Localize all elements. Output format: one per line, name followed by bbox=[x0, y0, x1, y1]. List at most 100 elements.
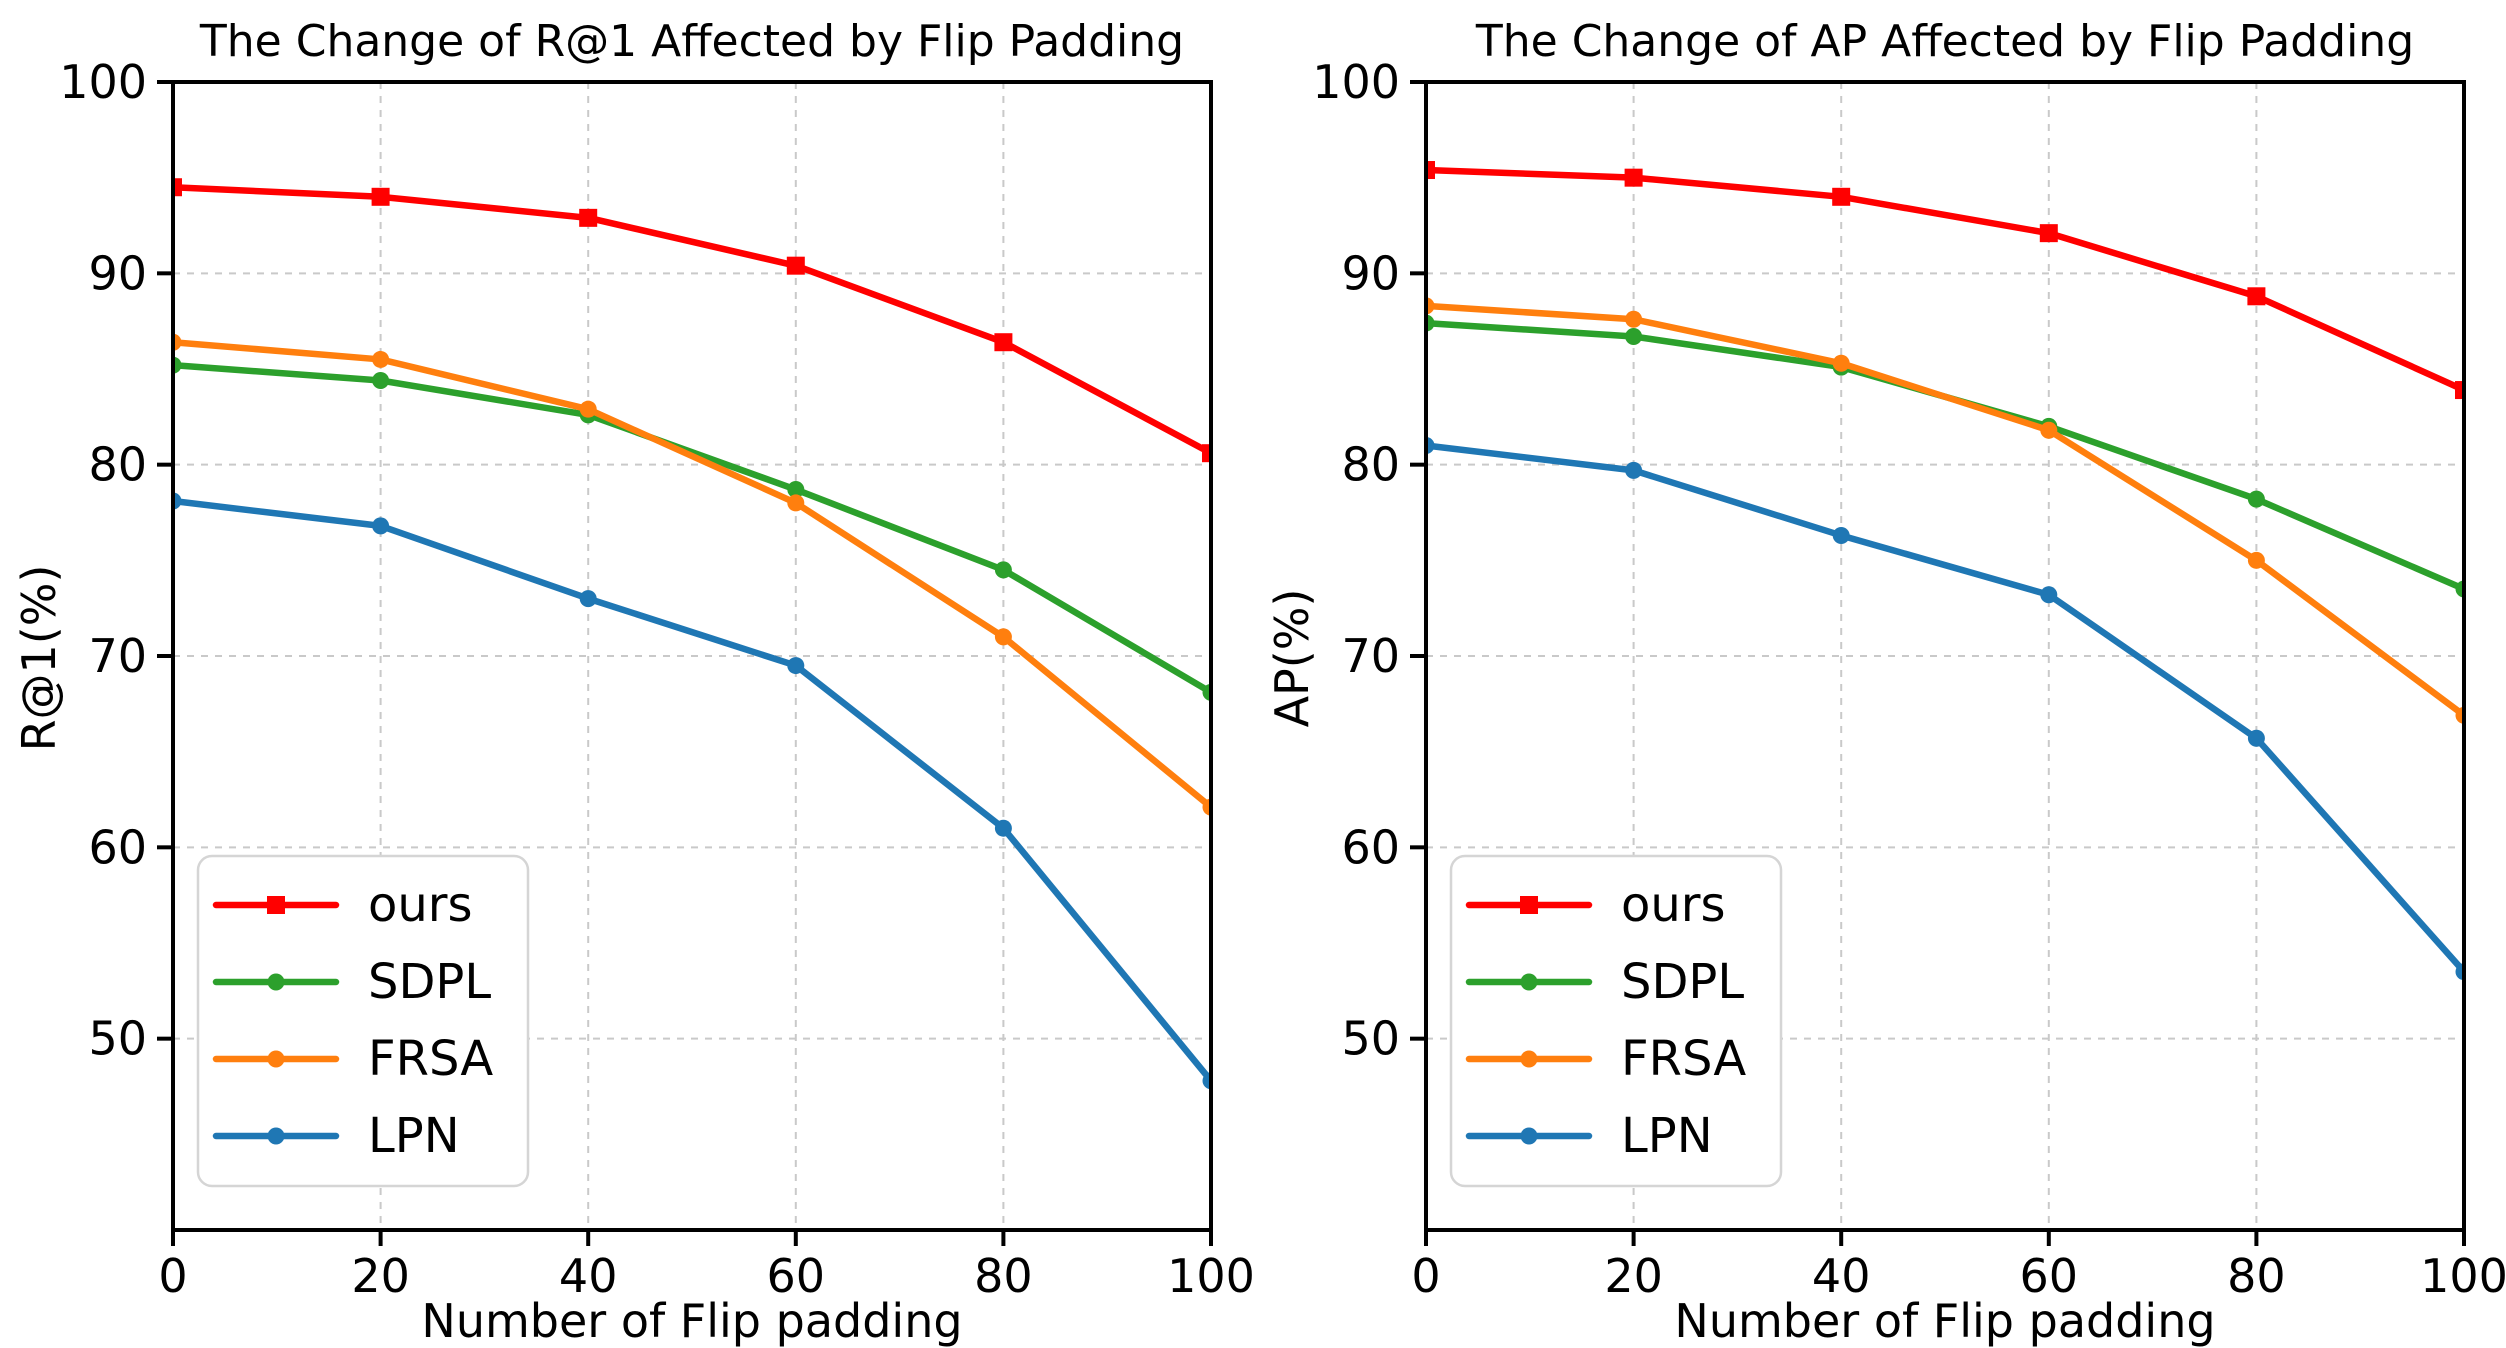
legend-label-FRSA: FRSA bbox=[368, 1031, 493, 1087]
marker-FRSA bbox=[994, 628, 1012, 646]
y-axis-label-ap: AP(%) bbox=[1265, 588, 1319, 728]
legend-box bbox=[1449, 854, 1783, 1188]
y-tick-label: 50 bbox=[88, 1012, 147, 1066]
ap-plot-svg: 0 20 40 60 80 100 50 60 70 80 90 100 ours SDPL FRSA LPN bbox=[1312, 55, 2506, 1303]
line-SDPL bbox=[1425, 319, 2465, 593]
y-axis-label-r1: R@1(%) bbox=[12, 564, 66, 752]
marker-ours bbox=[1202, 444, 1212, 463]
marker-ours bbox=[1624, 168, 1643, 187]
legend-box bbox=[196, 854, 530, 1188]
axis-ticks bbox=[1410, 80, 2466, 1246]
marker-LPN bbox=[1832, 526, 1850, 544]
x-tick-label: 0 bbox=[158, 1249, 187, 1303]
chart-title-r1: The Change of R@1 Affected by Flip Paddi… bbox=[199, 16, 1185, 67]
tick-labels: 0 20 40 60 80 100 50 60 70 80 90 100 bbox=[59, 55, 1253, 1303]
line-FRSA bbox=[172, 338, 1212, 811]
marker-ours bbox=[2039, 224, 2058, 243]
legend-marker-FRSA bbox=[267, 1050, 285, 1068]
x-axis-label-ap: Number of Flip padding bbox=[1674, 1294, 2216, 1348]
x-tick-label: 60 bbox=[2020, 1249, 2079, 1303]
marker-SDPL bbox=[2247, 490, 2265, 508]
marker-ours bbox=[172, 178, 182, 197]
x-tick-label: 80 bbox=[974, 1249, 1033, 1303]
legend-label-FRSA: FRSA bbox=[1621, 1031, 1746, 1087]
marker-SDPL bbox=[372, 371, 390, 389]
x-tick-label: 80 bbox=[2227, 1249, 2286, 1303]
marker-SDPL bbox=[1625, 327, 1643, 345]
marker-FRSA bbox=[787, 494, 805, 512]
marker-FRSA bbox=[1625, 310, 1643, 328]
marker-LPN bbox=[994, 819, 1012, 837]
line-LPN bbox=[172, 497, 1212, 1085]
series-group bbox=[1425, 161, 2465, 981]
marker-ours bbox=[579, 208, 598, 227]
x-tick-label: 60 bbox=[767, 1249, 826, 1303]
line-FRSA bbox=[1425, 302, 2465, 719]
legend-marker-LPN bbox=[267, 1127, 285, 1145]
tick-labels: 0 20 40 60 80 100 50 60 70 80 90 100 bbox=[1312, 55, 2506, 1303]
legend-marker-ours bbox=[267, 896, 285, 914]
y-tick-label: 60 bbox=[88, 820, 147, 874]
marker-LPN bbox=[2247, 729, 2265, 747]
y-tick-label: 90 bbox=[88, 246, 147, 300]
gridlines bbox=[173, 82, 1211, 1230]
marker-SDPL bbox=[994, 561, 1012, 579]
marker-LPN bbox=[579, 590, 597, 608]
marker-ours bbox=[2455, 381, 2465, 400]
x-tick-label: 100 bbox=[2420, 1249, 2506, 1303]
marker-FRSA bbox=[372, 350, 390, 368]
marker-ours bbox=[371, 187, 390, 206]
legend-label-SDPL: SDPL bbox=[368, 954, 491, 1010]
x-axis-label-r1: Number of Flip padding bbox=[421, 1294, 963, 1348]
marker-FRSA bbox=[579, 400, 597, 418]
legend-label-LPN: LPN bbox=[1621, 1108, 1713, 1164]
legend-marker-LPN bbox=[1520, 1127, 1538, 1145]
x-tick-label: 40 bbox=[1812, 1249, 1871, 1303]
marker-LPN bbox=[1625, 461, 1643, 479]
y-tick-label: 80 bbox=[1341, 438, 1400, 492]
y-tick-label: 90 bbox=[1341, 246, 1400, 300]
marker-LPN bbox=[372, 517, 390, 535]
series-group bbox=[172, 178, 1212, 1090]
chart-r1-panel: 0 20 40 60 80 100 50 60 70 80 90 100 ours SDPL FRSA LPN… bbox=[0, 0, 1253, 1348]
axis-ticks bbox=[157, 80, 1213, 1246]
x-tick-label: 100 bbox=[1167, 1249, 1253, 1303]
line-LPN bbox=[1425, 442, 2465, 975]
y-tick-label: 70 bbox=[1341, 629, 1400, 683]
line-ours bbox=[172, 183, 1212, 457]
y-tick-label: 100 bbox=[1312, 55, 1400, 109]
marker-ours bbox=[1425, 161, 1435, 180]
legend: ours SDPL FRSA LPN bbox=[1449, 854, 1783, 1188]
chart-title-ap: The Change of AP Affected by Flip Paddin… bbox=[1475, 16, 2415, 67]
x-tick-label: 40 bbox=[559, 1249, 618, 1303]
legend-label-ours: ours bbox=[1621, 877, 1726, 933]
marker-LPN bbox=[787, 657, 805, 675]
marker-ours bbox=[1832, 187, 1851, 206]
legend-marker-SDPL bbox=[267, 973, 285, 991]
y-tick-label: 70 bbox=[88, 629, 147, 683]
legend-marker-FRSA bbox=[1520, 1050, 1538, 1068]
line-SDPL bbox=[172, 361, 1212, 696]
legend-marker-ours bbox=[1520, 896, 1538, 914]
marker-FRSA bbox=[1832, 354, 1850, 372]
marker-FRSA bbox=[2247, 551, 2265, 569]
y-tick-label: 100 bbox=[59, 55, 147, 109]
x-tick-label: 20 bbox=[351, 1249, 410, 1303]
marker-ours bbox=[2247, 287, 2266, 306]
legend-marker-SDPL bbox=[1520, 973, 1538, 991]
r1-plot-svg: 0 20 40 60 80 100 50 60 70 80 90 100 ours SDPL FRSA LPN bbox=[59, 55, 1253, 1303]
marker-SDPL bbox=[787, 481, 805, 499]
marker-FRSA bbox=[2040, 421, 2058, 439]
y-tick-label: 60 bbox=[1341, 820, 1400, 874]
legend: ours SDPL FRSA LPN bbox=[196, 854, 530, 1188]
legend-label-ours: ours bbox=[368, 877, 473, 933]
y-tick-label: 50 bbox=[1341, 1012, 1400, 1066]
line-ours bbox=[1425, 166, 2465, 394]
marker-LPN bbox=[2040, 586, 2058, 604]
marker-ours bbox=[994, 333, 1013, 352]
marker-ours bbox=[786, 256, 805, 275]
chart-ap-panel: 0 20 40 60 80 100 50 60 70 80 90 100 ours SDPL FRSA LPN… bbox=[1253, 0, 2506, 1348]
legend-label-LPN: LPN bbox=[368, 1108, 460, 1164]
x-tick-label: 20 bbox=[1604, 1249, 1663, 1303]
